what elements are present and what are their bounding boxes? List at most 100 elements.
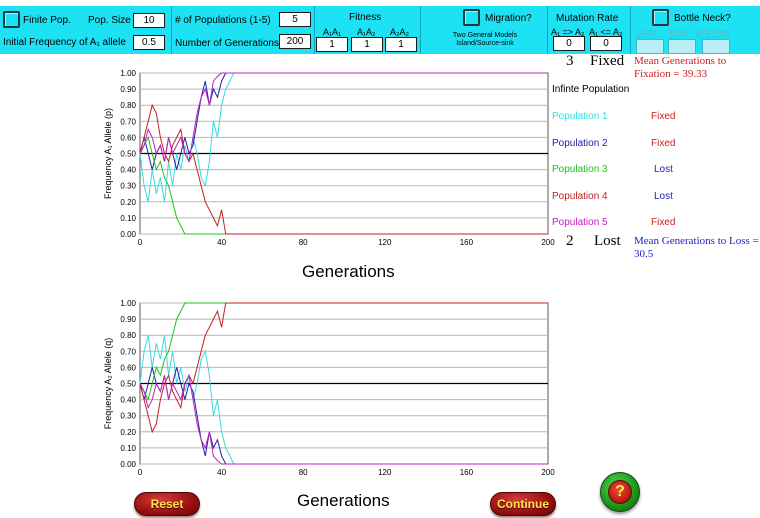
toolbar-divider xyxy=(420,6,421,54)
series-line-population-3 xyxy=(139,302,548,402)
y-tick-label: 0.20 xyxy=(120,198,136,207)
bottleneck-label: Bottle Neck? xyxy=(674,13,731,24)
y-tick-label: 1.00 xyxy=(120,69,136,78)
fixed-count: 3 xyxy=(566,53,574,69)
reset-button[interactable]: Reset xyxy=(134,492,200,516)
toolbar-divider xyxy=(314,6,315,54)
x-tick-label: 0 xyxy=(138,468,143,477)
y-tick-label: 0.50 xyxy=(120,380,136,389)
legend-infinite-population: Infinte Population xyxy=(552,84,630,95)
fitness-a1a2-label: A₁A₂ xyxy=(357,27,376,37)
y-tick-label: 0.80 xyxy=(120,331,136,340)
fitness-a1a2-input[interactable]: 1 xyxy=(351,37,383,52)
y-tick-label: 0.40 xyxy=(120,396,136,405)
x-tick-label: 200 xyxy=(541,468,555,477)
legend-population-3: Population 3 xyxy=(552,164,608,175)
y-tick-label: 0.40 xyxy=(120,166,136,175)
legend-population-4: Population 4 xyxy=(552,190,608,202)
mutation-rate-label: Mutation Rate xyxy=(556,13,619,24)
legend-population-2: Population 2 xyxy=(552,137,608,149)
y-tick-label: 0.50 xyxy=(120,150,136,159)
mutation-forward-label: A₁ => A₂ xyxy=(551,27,585,37)
lost-count: 2 xyxy=(566,233,574,249)
x-tick-label: 80 xyxy=(299,468,308,477)
y-tick-label: 1.00 xyxy=(120,299,136,308)
y-tick-label: 0.90 xyxy=(120,315,136,324)
y-tick-label: 0.90 xyxy=(120,85,136,94)
bottleneck-end-label: End xyxy=(669,28,687,39)
legend-population-1: Population 1 xyxy=(552,111,608,122)
x-tick-label: 160 xyxy=(460,468,474,477)
x-tick-label: 40 xyxy=(217,238,226,247)
y-axis-label: Frequency A₂ Allele (q) xyxy=(103,338,113,430)
finite-pop-checkbox[interactable] xyxy=(3,11,20,28)
y-tick-label: 0.70 xyxy=(120,347,136,356)
y-tick-label: 0.70 xyxy=(120,117,136,126)
y-tick-label: 0.80 xyxy=(120,101,136,110)
allele-a1-chart: 0.00 0.10 0.20 0.30 0.40 0.50 0.60 0.70 0.80 0.90… xyxy=(103,69,555,247)
series-line-population-3 xyxy=(139,135,548,235)
finite-pop-label: Finite Pop. xyxy=(23,15,71,26)
y-tick-label: 0.60 xyxy=(120,363,136,372)
x-tick-label: 120 xyxy=(378,238,392,247)
chart1-xlabel: Generations xyxy=(302,262,395,281)
mutation-reverse-input[interactable]: 0 xyxy=(590,36,622,51)
y-tick-label: 0.10 xyxy=(120,444,136,453)
pop-size-input[interactable]: 10 xyxy=(133,13,165,28)
lost-label: Lost xyxy=(594,233,621,249)
legend-status-2: Fixed xyxy=(651,137,676,149)
bottleneck-end-input[interactable] xyxy=(668,39,696,54)
fitness-a1a1-input[interactable]: 1 xyxy=(316,37,348,52)
y-tick-label: 0.30 xyxy=(120,182,136,191)
y-tick-label: 0.00 xyxy=(120,460,136,469)
initial-frequency-input[interactable]: 0.5 xyxy=(133,35,165,50)
bottleneck-checkbox[interactable] xyxy=(652,9,669,26)
y-tick-label: 0.20 xyxy=(120,428,136,437)
migration-label: Migration? xyxy=(485,13,532,24)
mutation-forward-input[interactable]: 0 xyxy=(553,36,585,51)
pop-size-label: Pop. Size xyxy=(88,15,131,26)
num-generations-input[interactable]: 200 xyxy=(279,34,311,49)
initial-frequency-label: Initial Frequency of A₁ allele xyxy=(3,37,126,48)
fitness-a2a2-label: A₂A₂ xyxy=(390,27,409,37)
help-button[interactable]: ? xyxy=(600,472,640,512)
fixed-mean-generations: Mean Generations to Fixation = 39.33 xyxy=(634,55,727,80)
legend-status-1: Fixed xyxy=(651,111,676,122)
legend-status-4: Lost xyxy=(654,190,673,202)
y-tick-label: 0.30 xyxy=(120,412,136,421)
series-line-population-5 xyxy=(139,72,548,164)
bottleneck-pop-input[interactable] xyxy=(702,39,730,54)
migration-checkbox[interactable] xyxy=(463,9,480,26)
allele-a2-chart: 0.00 0.10 0.20 0.30 0.40 0.50 0.60 0.70 0.80 0.90… xyxy=(103,299,555,477)
fixed-label: Fixed xyxy=(590,53,625,69)
legend-status-5: Fixed xyxy=(651,217,676,228)
series-line-population-5 xyxy=(139,373,548,465)
toolbar-divider xyxy=(630,6,631,54)
chart2-xlabel: Generations xyxy=(297,491,390,510)
migration-models-line2: Island/Source-sink xyxy=(456,40,514,47)
help-icon: ? xyxy=(608,480,632,504)
fitness-a2a2-input[interactable]: 1 xyxy=(385,37,417,52)
series-line-population-2 xyxy=(139,367,548,465)
continue-button[interactable]: Continue xyxy=(490,492,556,516)
x-tick-label: 200 xyxy=(541,238,555,247)
x-tick-label: 120 xyxy=(378,468,392,477)
x-tick-label: 160 xyxy=(460,238,474,247)
control-toolbar: Finite Pop. Pop. Size 10 Initial Frequen… xyxy=(0,6,760,54)
migration-models-line1: Two General Models xyxy=(452,32,518,39)
y-tick-label: 0.60 xyxy=(120,133,136,142)
lost-mean-generations: Mean Generations to Loss = 30.5 xyxy=(634,235,759,260)
num-populations-label: # of Populations (1-5) xyxy=(175,15,271,26)
legend-status-3: Lost xyxy=(654,164,673,175)
fitness-label: Fitness xyxy=(349,12,382,23)
fitness-a1a1-label: A₁A₁ xyxy=(323,27,342,37)
y-tick-label: 0.10 xyxy=(120,214,136,223)
bottleneck-start-input[interactable] xyxy=(636,39,664,54)
legend-population-5: Population 5 xyxy=(552,217,608,228)
bottleneck-start-label: Start xyxy=(636,28,658,39)
x-tick-label: 40 xyxy=(217,468,226,477)
bottleneck-pop-label: BN Pop xyxy=(696,28,731,39)
x-tick-label: 80 xyxy=(299,238,308,247)
num-generations-label: Number of Generations xyxy=(175,38,279,49)
num-populations-input[interactable]: 5 xyxy=(279,12,311,27)
